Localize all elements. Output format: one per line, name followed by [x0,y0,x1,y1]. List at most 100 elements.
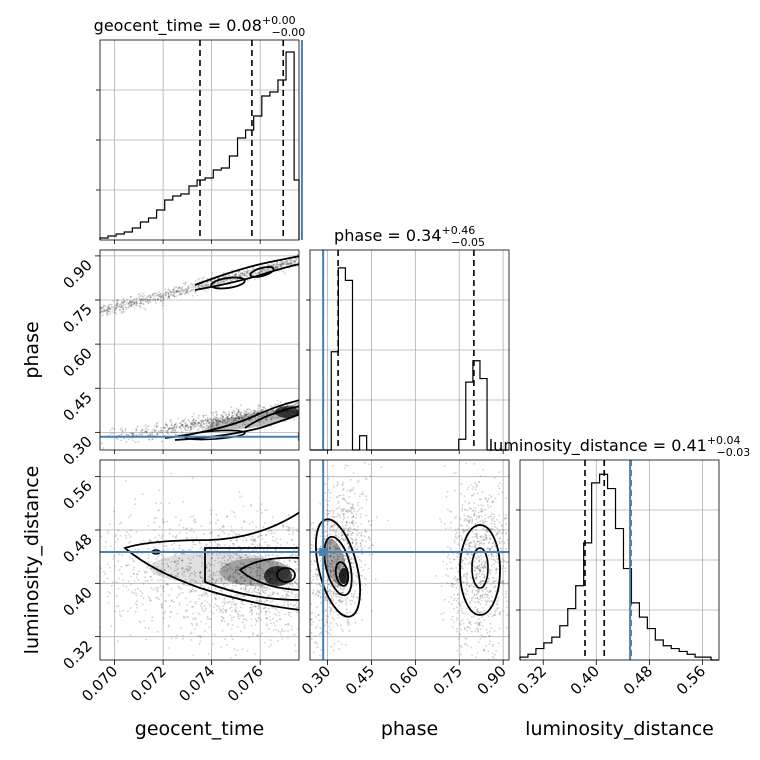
sample-point [204,282,207,285]
sample-point [480,510,483,513]
sample-point [324,596,326,598]
sample-point [207,587,210,589]
sample-point [255,272,257,275]
sample-point [264,269,267,271]
sample-point [225,279,228,281]
sample-point [242,577,245,579]
sample-point [208,421,211,424]
sample-point [194,422,197,425]
sample-point [198,414,201,417]
sample-point [464,500,467,503]
sample-point [317,590,320,593]
sample-point [326,504,329,506]
sample-point [242,621,244,624]
sample-point [293,404,295,407]
sample-point [172,289,175,292]
sample-point [325,530,327,533]
sample-point [170,600,173,603]
sample-point [332,569,334,572]
sample-point [234,273,237,275]
sample-point [156,539,159,542]
sample-point [446,556,449,559]
sample-point [225,583,228,585]
sample-point [335,602,337,605]
sample-point [466,598,469,600]
sample-point [197,284,200,287]
sample-point [473,502,476,504]
sample-point [463,508,466,511]
sample-point [206,617,209,620]
sample-point [189,574,191,576]
sample-point [346,510,349,513]
sample-point [360,544,363,546]
sample-point [312,621,315,623]
sample-point [200,602,203,605]
sample-point [195,419,197,422]
sample-point [160,292,162,295]
sample-point [250,587,252,589]
sample-point [337,617,340,619]
sample-point [209,427,212,430]
sample-point [486,600,489,603]
sample-point [324,520,327,523]
sample-point [144,571,147,574]
sample-point [209,574,212,577]
sample-point [173,294,176,296]
sample-point [269,600,272,603]
sample-point [342,518,344,521]
sample-point [164,423,167,426]
sample-point [229,284,232,287]
histogram-step [519,473,719,661]
sample-point [296,578,298,581]
sample-point [476,621,478,624]
sample-point [475,483,478,486]
sample-point [352,573,355,575]
sample-point [488,549,491,551]
sample-point [271,561,274,564]
sample-point [227,575,230,578]
sample-point [288,586,290,589]
sample-point [243,626,246,629]
sample-point [144,424,147,427]
sample-point [121,430,124,433]
sample-point [238,610,241,613]
sample-point [367,547,370,550]
sample-point [348,555,351,557]
sample-point [208,618,211,620]
sample-point [265,599,268,602]
sample-point [175,431,178,434]
sample-point [337,555,339,558]
title-plus: +0.46 [442,224,476,237]
sample-point [257,566,260,569]
sample-point [219,417,222,420]
sample-point [261,269,264,272]
sample-point [279,263,282,266]
sample-point [196,554,199,557]
sample-point [153,429,156,432]
sample-point [346,620,349,622]
sample-point [235,580,238,583]
sample-point [135,428,138,431]
sample-point [502,565,504,568]
sample-point [327,512,330,515]
sample-point [243,520,245,523]
sample-point [197,634,200,637]
sample-point [160,299,163,301]
sample-point [478,568,481,571]
sample-point [310,638,313,640]
sample-point [206,615,209,618]
sample-point [484,636,487,639]
sample-point [284,262,286,265]
sample-point [197,422,199,424]
sample-point [195,419,198,422]
sample-point [334,546,337,549]
sample-point [257,583,259,585]
sample-point [151,431,154,434]
sample-point [196,624,198,627]
sample-point [469,606,472,608]
sample-point [237,615,240,618]
sample-point [198,422,201,425]
sample-point [271,593,274,595]
sample-point [332,599,335,601]
sample-point [273,622,275,624]
